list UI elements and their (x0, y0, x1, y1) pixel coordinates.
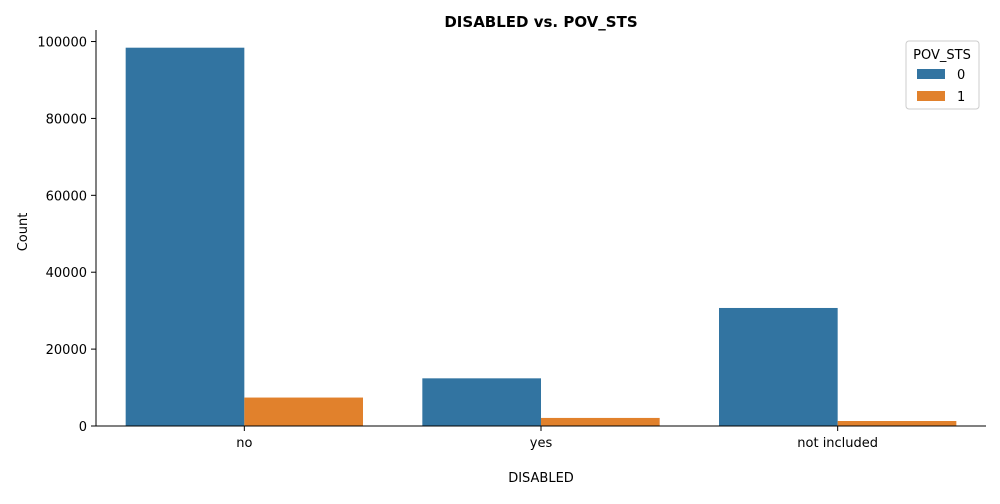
x-tick-label: no (236, 436, 252, 451)
y-tick-label: 80000 (46, 112, 87, 127)
y-tick-label: 0 (79, 420, 87, 435)
y-axis-title: Count (16, 213, 31, 252)
bar-series-1-no (244, 397, 363, 426)
y-tick-label: 60000 (46, 189, 87, 204)
y-tick-label: 20000 (46, 343, 87, 358)
x-axis-ticks: no yes not included (236, 426, 878, 451)
y-axis-ticks: 0 20000 40000 60000 80000 100000 (37, 36, 96, 435)
bar-series-0-yes (422, 378, 541, 426)
bar-series-1-not-included (837, 421, 957, 426)
legend-title: POV_STS (913, 48, 971, 63)
y-tick-label: 40000 (46, 266, 87, 281)
legend-swatch-series-0 (917, 69, 945, 79)
x-tick-label: yes (530, 436, 553, 451)
x-tick-label: not included (797, 436, 878, 451)
legend: POV_STS 0 1 (905, 40, 980, 110)
x-axis-title: DISABLED (508, 471, 574, 486)
chart-title: DISABLED vs. POV_STS (444, 13, 637, 31)
legend-swatch-series-1 (917, 91, 945, 101)
bar-series-0-no (125, 47, 245, 426)
bar-series-0-not-included (719, 307, 838, 426)
legend-label-series-1: 1 (957, 90, 965, 105)
bars-group (125, 47, 957, 426)
y-tick-label: 100000 (37, 36, 87, 51)
legend-label-series-0: 0 (957, 68, 965, 83)
bar-series-1-yes (541, 417, 660, 426)
